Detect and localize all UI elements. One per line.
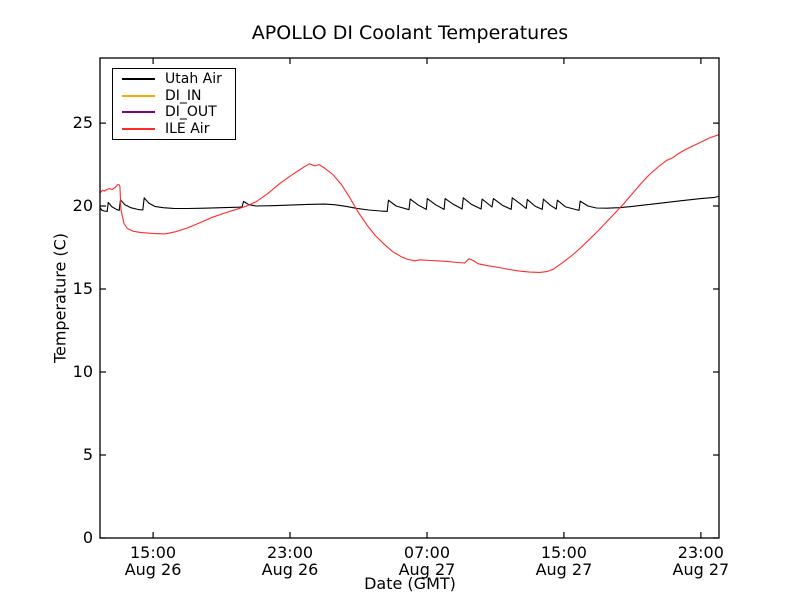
legend-item-utah-air: Utah Air	[113, 71, 235, 87]
x-tick-label: 15:00 Aug 27	[519, 544, 609, 578]
legend-item-ile-air: ILE Air	[113, 121, 235, 137]
legend-line-sample	[122, 127, 155, 130]
legend-line-sample	[122, 94, 155, 97]
legend-label: ILE Air	[165, 120, 210, 137]
x-tick-date: Aug 27	[398, 560, 456, 579]
x-tick-time: 23:00	[266, 543, 314, 562]
series-line-ile-air	[100, 134, 719, 273]
legend-label: DI_OUT	[165, 104, 217, 121]
legend-line-sample	[122, 111, 155, 114]
x-tick-time: 23:00	[677, 543, 724, 562]
x-tick-label: 07:00 Aug 27	[382, 544, 472, 578]
x-tick-label: 15:00 Aug 26	[108, 544, 198, 578]
y-tick-label: 15	[72, 279, 93, 299]
x-tick-label: 23:00 Aug 26	[245, 544, 335, 578]
legend-item-di-out: DI_OUT	[113, 104, 235, 120]
y-tick-label: 10	[72, 362, 93, 382]
x-tick-date: Aug 27	[672, 560, 730, 579]
legend-line-sample	[122, 78, 155, 81]
legend-box: Utah Air DI_IN DI_OUT ILE Air	[112, 68, 236, 140]
legend-label: DI_IN	[165, 87, 202, 104]
x-tick-label: 23:00 Aug 27	[656, 544, 746, 578]
x-tick-time: 15:00	[540, 543, 587, 562]
series-line-utah-air	[100, 195, 719, 212]
legend-item-di-in: DI_IN	[113, 88, 235, 104]
x-tick-date: Aug 26	[124, 560, 182, 579]
x-axis-label: Date (GMT)	[364, 574, 456, 593]
y-axis-label: Temperature (C)	[50, 232, 70, 364]
y-tick-label: 5	[82, 445, 93, 464]
y-tick-label: 0	[82, 528, 93, 547]
axes-frame	[99, 57, 720, 539]
x-tick-time: 15:00	[130, 543, 177, 562]
x-tick-date: Aug 27	[535, 560, 593, 579]
legend-label: Utah Air	[165, 71, 222, 88]
y-tick-label: 25	[72, 113, 93, 133]
x-tick-time: 07:00	[403, 543, 450, 562]
y-tick-label: 20	[72, 196, 93, 216]
chart-title: APOLLO DI Coolant Temperatures	[251, 22, 569, 44]
x-tick-date: Aug 26	[261, 560, 319, 579]
